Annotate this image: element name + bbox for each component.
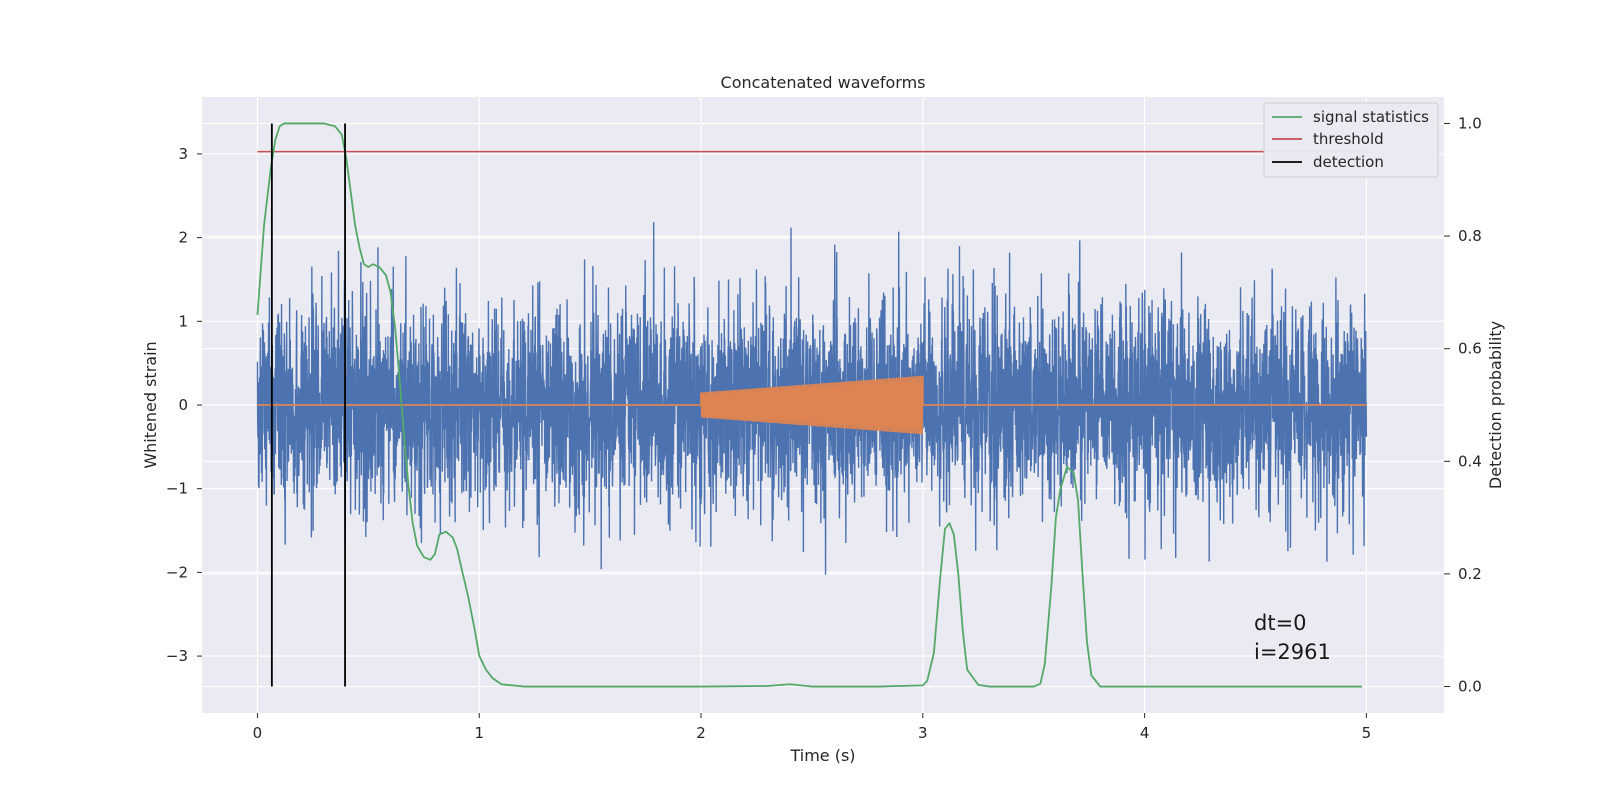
x-tick-label: 1 bbox=[474, 724, 484, 742]
signal-statistics-line bbox=[256, 122, 1362, 688]
chart-title: Concatenated waveforms bbox=[721, 73, 926, 92]
y-tick-label: 2 bbox=[178, 229, 188, 247]
y-tick-label: 1 bbox=[178, 312, 188, 330]
y-tick-label: 0 bbox=[178, 396, 188, 414]
y2-tick-label: 0.6 bbox=[1458, 340, 1482, 358]
y2-tick-label: 0.8 bbox=[1458, 227, 1482, 245]
x-tick-label: 5 bbox=[1362, 724, 1372, 742]
y-tick-label: 3 bbox=[178, 145, 188, 163]
y2-tick-label: 0.0 bbox=[1458, 678, 1482, 696]
x-axis-ticks: 0 1 2 3 4 5 bbox=[253, 713, 1371, 742]
template-waveform-line bbox=[257, 375, 1367, 435]
y2-axis-label: Detection probability bbox=[1486, 321, 1505, 489]
y2-axis-ticks: 0.0 0.2 0.4 0.6 0.8 1.0 bbox=[1444, 114, 1482, 696]
series-layer bbox=[256, 122, 1368, 688]
y2-tick-label: 1.0 bbox=[1458, 114, 1482, 132]
y-tick-label: −2 bbox=[166, 563, 188, 581]
y-axis-ticks: −3 −2 −1 0 1 2 3 bbox=[166, 145, 202, 665]
x-tick-label: 4 bbox=[1140, 724, 1150, 742]
annotation-index: i=2961 bbox=[1254, 640, 1331, 664]
x-tick-label: 3 bbox=[918, 724, 928, 742]
legend-box bbox=[1263, 102, 1439, 178]
y2-tick-label: 0.2 bbox=[1458, 565, 1482, 583]
annotation-dt: dt=0 bbox=[1254, 611, 1307, 635]
x-tick-label: 2 bbox=[696, 724, 706, 742]
legend-label-signal-statistics: signal statistics bbox=[1313, 108, 1429, 126]
legend-label-threshold: threshold bbox=[1313, 130, 1384, 148]
legend: signal statistics threshold detection bbox=[1263, 102, 1439, 178]
y-tick-label: −1 bbox=[166, 480, 188, 498]
y2-tick-label: 0.4 bbox=[1458, 452, 1482, 470]
x-tick-label: 0 bbox=[253, 724, 263, 742]
x-axis-label: Time (s) bbox=[789, 746, 855, 765]
y-tick-label: −3 bbox=[166, 647, 188, 665]
legend-label-detection: detection bbox=[1313, 153, 1384, 171]
y-axis-label: Whitened strain bbox=[141, 341, 160, 468]
